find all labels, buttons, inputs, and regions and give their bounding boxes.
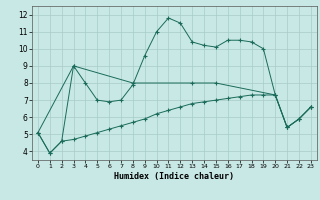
X-axis label: Humidex (Indice chaleur): Humidex (Indice chaleur) xyxy=(115,172,234,181)
